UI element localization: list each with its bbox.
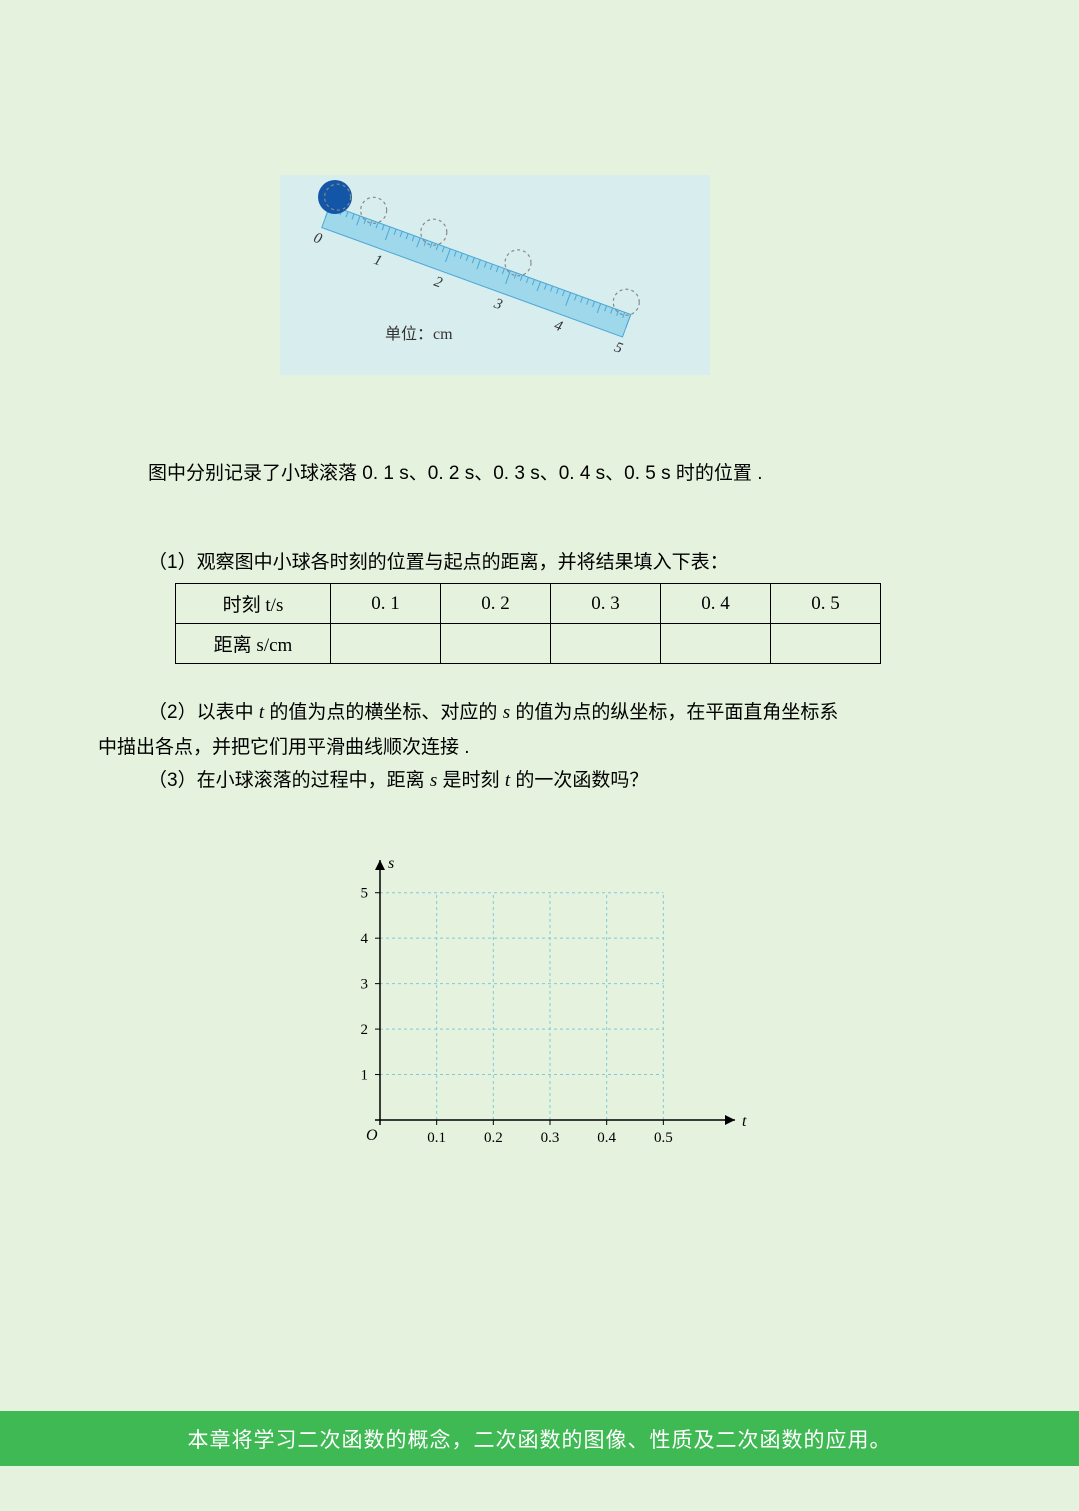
question-3: （3）在小球滚落的过程中，距离 s 是时刻 t 的一次函数吗？: [148, 765, 648, 792]
footer-bar: 本章将学习二次函数的概念，二次函数的图像、性质及二次函数的应用。: [0, 1411, 1079, 1466]
svg-text:0.5: 0.5: [654, 1130, 673, 1146]
chart-svg: 0.1 0.2 0.3 0.4 0.5 1 2 3 4 5 Ot s: [320, 850, 760, 1170]
question-2: （2）以表中 t 的值为点的横坐标、对应的 s 的值为点的纵坐标，在平面直角坐标…: [98, 695, 988, 765]
svg-text:s: s: [388, 855, 394, 872]
svg-text:0.4: 0.4: [597, 1130, 616, 1146]
coordinate-chart: 0.1 0.2 0.3 0.4 0.5 1 2 3 4 5 Ot s: [320, 850, 760, 1170]
svg-text:0.2: 0.2: [484, 1130, 503, 1146]
ball-solid: [318, 180, 352, 214]
svg-text:4: 4: [552, 318, 565, 336]
table-cell: [441, 624, 551, 664]
table-cell: 0. 3: [551, 584, 661, 624]
svg-text:3: 3: [361, 977, 369, 993]
svg-text:1: 1: [361, 1068, 369, 1084]
table-cell: 0. 4: [661, 584, 771, 624]
ruler-svg: 0 1 2 3 4 5: [280, 175, 710, 375]
svg-text:1: 1: [372, 252, 385, 270]
table-cell: [661, 624, 771, 664]
svg-text:0.1: 0.1: [427, 1130, 446, 1146]
table-cell: 0. 2: [441, 584, 551, 624]
ruler-unit-label: 单位：cm: [385, 320, 453, 344]
svg-text:0: 0: [311, 230, 324, 248]
table-row: 距离 s/cm: [176, 624, 881, 664]
row2-header: 距离 s/cm: [176, 624, 331, 664]
svg-text:2: 2: [432, 274, 445, 292]
svg-text:t: t: [742, 1113, 747, 1130]
svg-text:2: 2: [361, 1022, 369, 1038]
table-cell: 0. 1: [331, 584, 441, 624]
svg-text:O: O: [366, 1127, 378, 1144]
intro-text: 图中分别记录了小球滚落 0. 1 s、0. 2 s、0. 3 s、0. 4 s、…: [148, 458, 762, 485]
table-cell: [771, 624, 881, 664]
svg-text:5: 5: [612, 339, 625, 357]
table-cell: [551, 624, 661, 664]
table-row: 时刻 t/s 0. 1 0. 2 0. 3 0. 4 0. 5: [176, 584, 881, 624]
svg-text:4: 4: [361, 931, 369, 947]
footer-text: 本章将学习二次函数的概念，二次函数的图像、性质及二次函数的应用。: [188, 1424, 892, 1454]
row1-header: 时刻 t/s: [176, 584, 331, 624]
data-table-wrap: 时刻 t/s 0. 1 0. 2 0. 3 0. 4 0. 5 距离 s/cm: [175, 583, 881, 664]
table-cell: 0. 5: [771, 584, 881, 624]
ruler-diagram: 0 1 2 3 4 5 单位：cm: [280, 175, 710, 375]
svg-text:5: 5: [361, 886, 369, 902]
question-1: （1）观察图中小球各时刻的位置与起点的距离，并将结果填入下表：: [148, 547, 729, 574]
svg-text:3: 3: [491, 295, 504, 313]
table-cell: [331, 624, 441, 664]
svg-text:0.3: 0.3: [541, 1130, 560, 1146]
data-table: 时刻 t/s 0. 1 0. 2 0. 3 0. 4 0. 5 距离 s/cm: [175, 583, 881, 664]
